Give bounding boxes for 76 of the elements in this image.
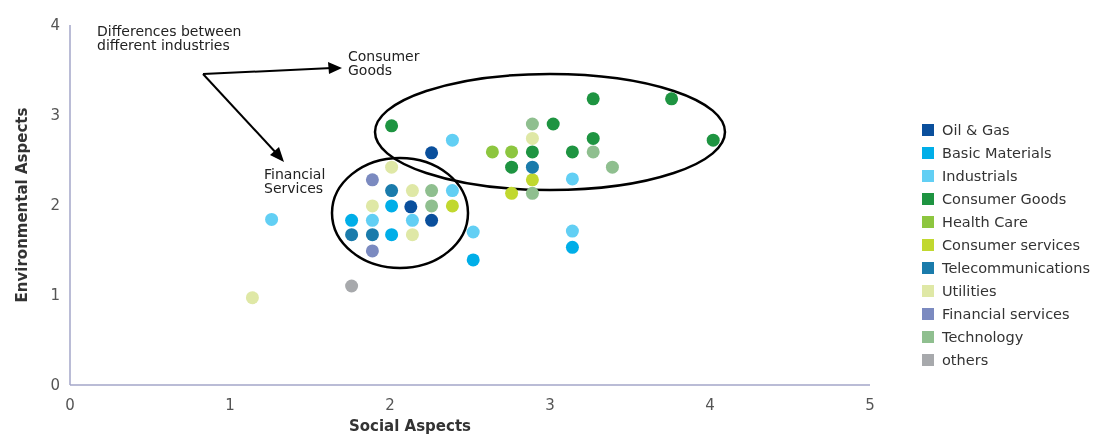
y-tick-label: 1 [50,286,60,305]
point [525,186,539,200]
legend-label: Oil & Gas [942,122,1010,139]
point [445,199,459,213]
point [586,131,600,145]
point [525,173,539,187]
point [586,92,600,106]
point [405,184,419,198]
point [405,228,419,242]
legend-label: Consumer services [942,237,1081,254]
point [445,184,459,198]
point [365,199,379,213]
point [466,225,480,239]
point [345,213,359,227]
point [365,228,379,242]
point [445,133,459,147]
x-tick-label: 1 [225,396,235,414]
legend-label: Industrials [942,168,1018,185]
annotation: Financial Services [264,166,326,196]
legend-label: Utilities [942,283,997,300]
point [525,131,539,145]
point [425,199,439,213]
point [245,291,259,305]
point [565,224,579,238]
point [365,173,379,187]
point [525,117,539,131]
point [546,117,560,131]
point [525,160,539,174]
point [345,279,359,293]
point [525,145,539,159]
point [385,119,399,133]
point [706,133,720,147]
point [365,244,379,258]
point [605,160,619,174]
point [385,184,399,198]
point [265,212,279,226]
legend-label: others [942,352,989,369]
point [665,92,679,106]
x-tick-label: 5 [865,396,875,414]
point [385,228,399,242]
point [345,228,359,242]
point [405,213,419,227]
x-tick-label: 4 [705,396,715,414]
legend-label: Basic Materials [942,145,1052,162]
legend-label: Telecommunications [941,260,1090,277]
point [586,145,600,159]
y-tick-label: 2 [50,196,60,215]
x-axis-title: Social Aspects [348,417,472,435]
point [425,213,439,227]
point [485,145,499,159]
annotation: Differences between different industries [97,23,242,53]
point [404,200,418,214]
y-tick-label: 4 [50,16,60,35]
point [466,253,480,267]
point [565,172,579,186]
point [385,199,399,213]
legend-label: Technology [941,329,1024,346]
legend-label: Health Care [942,214,1028,231]
y-axis-title: Environmental Aspects [13,107,31,303]
point [365,213,379,227]
x-tick-label: 2 [385,396,395,414]
point [505,145,519,159]
point [505,160,519,174]
y-tick-label: 3 [50,106,60,125]
legend-label: Financial services [942,306,1070,323]
x-tick-label: 0 [65,396,75,414]
legend-label: Consumer Goods [942,191,1067,208]
annotation: Consumer Goods [348,48,420,78]
point [425,184,439,198]
x-tick-label: 3 [545,396,555,414]
y-tick-label: 0 [50,376,60,395]
point [385,160,399,174]
point [565,145,579,159]
point [505,186,519,200]
point [565,240,579,254]
point [425,146,439,160]
